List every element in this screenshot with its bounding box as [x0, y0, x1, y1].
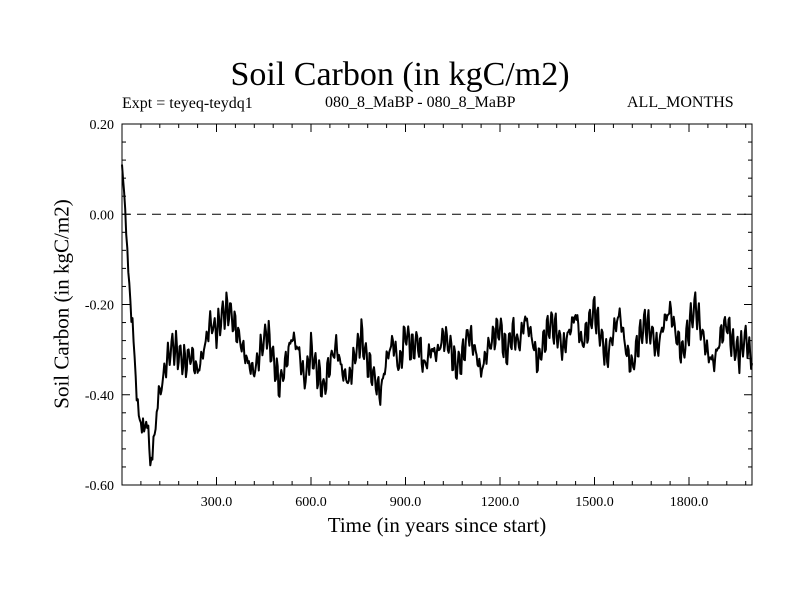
y-tick-label: -0.20 — [85, 299, 114, 314]
y-tick-label: 0.00 — [90, 208, 115, 223]
chart-title: Soil Carbon (in kgC/m2) — [230, 56, 570, 93]
y-tick-label: -0.40 — [85, 389, 114, 404]
experiment-label: Expt = teyeq-teydq1 — [122, 95, 253, 112]
series-line — [121, 164, 753, 467]
x-tick-label: 1800.0 — [670, 495, 709, 510]
x-tick-label: 1200.0 — [481, 495, 520, 510]
x-axis-label: Time (in years since start) — [327, 513, 547, 537]
months-label: ALL_MONTHS — [627, 94, 734, 111]
period-label: 080_8_MaBP - 080_8_MaBP — [325, 94, 516, 111]
x-tick-label: 600.0 — [295, 495, 327, 510]
x-tick-label: 900.0 — [390, 495, 422, 510]
x-tick-label: 1500.0 — [575, 495, 614, 510]
y-tick-label: 0.20 — [90, 118, 115, 133]
x-tick-label: 300.0 — [201, 495, 233, 510]
plot-frame — [121, 123, 753, 486]
y-tick-label: -0.60 — [85, 479, 114, 494]
